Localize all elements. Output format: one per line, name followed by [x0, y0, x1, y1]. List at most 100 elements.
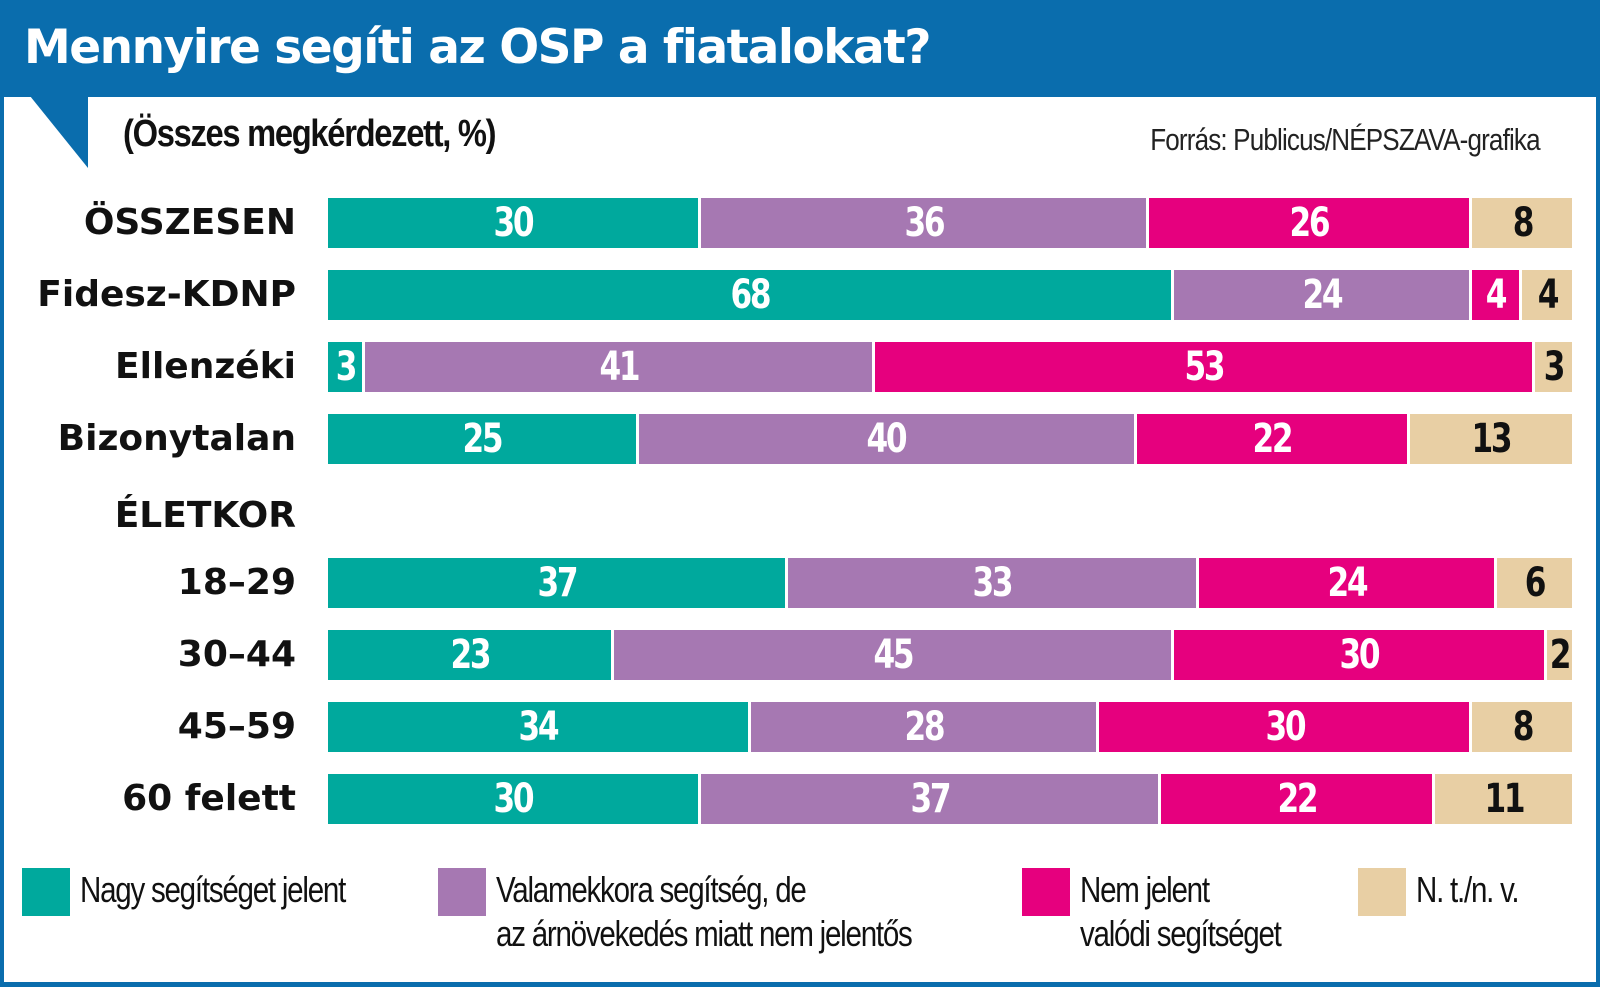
bar-segment-valamekkora: 45	[614, 630, 1174, 680]
bar-segment-nem: 30	[1099, 702, 1473, 752]
bar-segment-nagy: 25	[328, 414, 639, 464]
bar-segment-valamekkora: 33	[788, 558, 1199, 608]
data-label: 25	[462, 416, 504, 462]
legend-item-valamekkora: Valamekkora segítség, de az árnövekedés …	[438, 868, 1003, 956]
data-label: 30	[493, 200, 535, 246]
source-note: Forrás: Publicus/NÉPSZAVA-grafika	[1150, 122, 1540, 157]
bar-segment-nem: 22	[1136, 414, 1411, 464]
data-label: 45	[873, 632, 914, 678]
header-band: Mennyire segíti az OSP a fiatalokat?	[0, 0, 1600, 97]
chart-title: Mennyire segíti az OSP a fiatalokat?	[24, 20, 931, 75]
data-label: 13	[1471, 416, 1513, 462]
data-label: 22	[1277, 776, 1318, 822]
row-label-45-59: 45–59	[177, 706, 296, 747]
data-label: 40	[866, 416, 908, 462]
legend-label-nagy: Nagy segítséget jelent	[80, 869, 346, 910]
data-label: 28	[904, 704, 945, 750]
legend-item-nagy: Nagy segítséget jelent	[22, 868, 403, 916]
data-label: 36	[904, 200, 945, 246]
bar-row-1: 68 24 4 4	[328, 270, 1572, 320]
data-label: 4	[1486, 272, 1508, 318]
bar-segment-nem: 53	[875, 342, 1535, 392]
data-label: 24	[1327, 560, 1368, 606]
data-label: 37	[537, 560, 578, 606]
data-label: 37	[910, 776, 951, 822]
chart-subtitle: (Összes megkérdezett, %)	[123, 113, 497, 155]
bar-segment-ntnv: 2	[1547, 630, 1572, 680]
bar-segment-valamekkora: 36	[701, 198, 1150, 248]
data-label: 41	[599, 344, 640, 390]
bar-segment-nem: 30	[1173, 630, 1548, 680]
data-label: 4	[1537, 272, 1559, 318]
data-label: 8	[1512, 200, 1535, 246]
row-label-18-29: 18–29	[177, 562, 296, 603]
bar-segment-valamekkora: 37	[701, 774, 1162, 824]
row-label-60-felett: 60 felett	[122, 778, 296, 819]
bar-segment-nagy: 68	[328, 270, 1174, 320]
bar-segment-nem: 24	[1198, 558, 1498, 608]
data-label: 30	[1339, 632, 1381, 678]
bar-row-5: 23 45 30 2	[328, 630, 1572, 680]
bar-row-3: 25 40 22 13	[328, 414, 1572, 464]
bar-segment-ntnv: 11	[1435, 774, 1572, 824]
bar-segment-ntnv: 4	[1522, 270, 1572, 320]
data-label: 3	[335, 344, 357, 390]
data-label: 30	[1264, 704, 1306, 750]
legend-label-nem-line2: valódi segítséget	[1080, 913, 1282, 954]
legend-label-ntnv: N. t./n. v.	[1416, 869, 1520, 910]
bar-segment-ntnv: 3	[1534, 342, 1572, 392]
data-label: 24	[1302, 272, 1343, 318]
bar-segment-nagy: 30	[328, 774, 702, 824]
data-label: 8	[1512, 704, 1535, 750]
bar-segment-nem: 26	[1149, 198, 1473, 248]
bar-segment-valamekkora: 40	[639, 414, 1137, 464]
bar-segment-nagy: 30	[328, 198, 702, 248]
data-label: 33	[972, 560, 1014, 606]
bar-segment-nagy: 37	[328, 558, 789, 608]
bar-row-6: 34 28 30 8	[328, 702, 1572, 752]
header-tab-triangle	[30, 96, 88, 168]
legend-label-valamekkora-line1: Valamekkora segítség, de	[496, 869, 807, 910]
row-label-osszesen: ÖSSZESEN	[83, 202, 296, 243]
bar-row-0: 30 36 26 8	[328, 198, 1572, 248]
data-label: 6	[1524, 560, 1547, 606]
bar-segment-nagy: 3	[328, 342, 366, 392]
bar-segment-nem: 22	[1161, 774, 1436, 824]
bar-segment-ntnv: 6	[1497, 558, 1572, 608]
row-label-30-44: 30–44	[177, 634, 296, 675]
group-heading-eletkor: ÉLETKOR	[114, 495, 296, 536]
legend-label-nem-line1: Nem jelent	[1080, 869, 1210, 910]
data-label: 22	[1252, 416, 1294, 462]
data-label: 26	[1289, 200, 1331, 246]
legend-label-valamekkora-line2: az árnövekedés miatt nem jelentős	[496, 913, 913, 954]
data-label: 3	[1543, 344, 1566, 390]
legend-item-ntnv: N. t./n. v.	[1358, 868, 1541, 916]
row-label-bizonytalan: Bizonytalan	[57, 418, 296, 459]
row-label-fidesz: Fidesz-KDNP	[37, 274, 296, 315]
bar-row-4: 37 33 24 6	[328, 558, 1572, 608]
legend: Nagy segítséget jelent Valamekkora segít…	[0, 868, 1600, 968]
bar-segment-nem: 4	[1472, 270, 1523, 320]
bar-segment-nagy: 34	[328, 702, 751, 752]
data-label: 2	[1549, 632, 1572, 678]
bar-row-7: 30 37 22 11	[328, 774, 1572, 824]
bar-segment-valamekkora: 41	[365, 342, 876, 392]
data-label: 23	[450, 632, 491, 678]
bar-segment-ntnv: 13	[1410, 414, 1572, 464]
bar-segment-valamekkora: 28	[750, 702, 1100, 752]
bar-row-2: 3 41 53 3	[328, 342, 1572, 392]
data-label: 30	[493, 776, 535, 822]
data-label: 34	[518, 704, 560, 750]
bar-segment-nagy: 23	[328, 630, 615, 680]
data-label: 68	[730, 272, 771, 318]
bar-segment-ntnv: 8	[1472, 702, 1572, 752]
row-label-ellenzeki: Ellenzéki	[115, 346, 296, 387]
legend-swatch-nem	[1022, 868, 1070, 916]
legend-item-nem: Nem jelent valódi segítséget	[1022, 868, 1325, 956]
legend-swatch-nagy	[22, 868, 70, 916]
data-label: 11	[1484, 776, 1525, 822]
bar-segment-ntnv: 8	[1472, 198, 1572, 248]
legend-swatch-ntnv	[1358, 868, 1406, 916]
bar-segment-valamekkora: 24	[1173, 270, 1473, 320]
